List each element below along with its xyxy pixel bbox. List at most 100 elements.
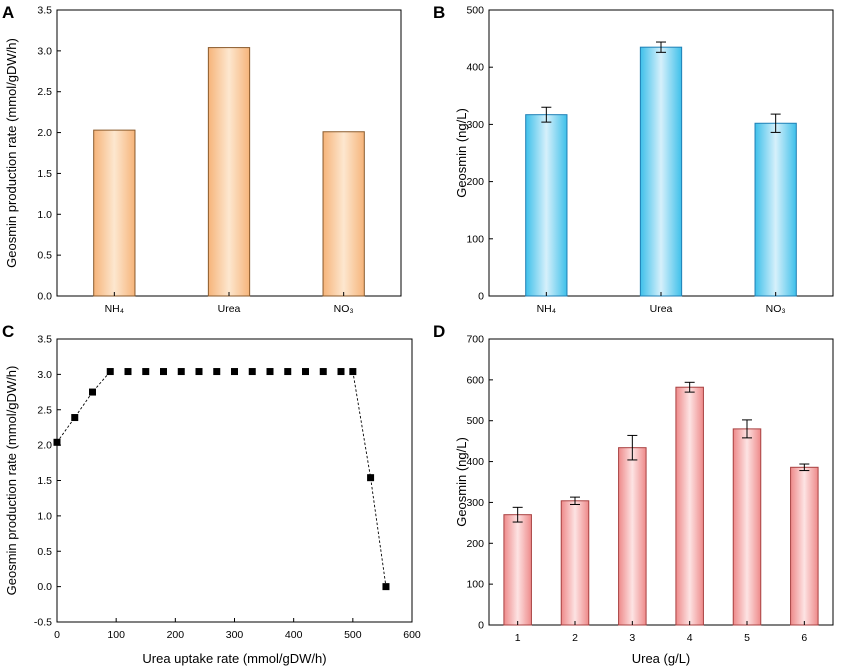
- y-tick-label: 2.5: [37, 86, 52, 98]
- y-tick-label: 400: [466, 62, 484, 74]
- bar: [618, 447, 647, 626]
- panel-label-d: D: [433, 322, 445, 341]
- plot-frame: [56, 338, 413, 623]
- y-tick-label: 300: [466, 119, 484, 131]
- data-point: [53, 438, 61, 446]
- x-tick-label: NH₄: [105, 303, 124, 315]
- y-tick-label: 400: [466, 456, 484, 468]
- data-point: [231, 368, 238, 376]
- x-tick-label: 3: [629, 632, 635, 644]
- bar: [790, 466, 819, 626]
- chart-b: 0 100 200 300 400 500 Geosmin (ng/L) NH₄ Urea NO₃: [454, 5, 834, 315]
- data-point: [71, 414, 79, 422]
- y-tick-label: 300: [466, 497, 484, 509]
- y-tick-label: 2.5: [37, 404, 52, 416]
- y-tick-label: 1.5: [37, 475, 52, 487]
- x-axis-label: Urea (g/L): [632, 651, 691, 666]
- panel-label-c: C: [2, 322, 14, 341]
- data-point: [349, 368, 357, 376]
- x-tick-label: 2: [572, 632, 578, 644]
- x-tick-label: Urea: [650, 303, 673, 315]
- panel-label-b: B: [433, 3, 445, 22]
- chart-c: -0.5 0.0 0.5 1.0 1.5 2.0 2.5 3.0 3.5 Geosmin prod…: [4, 334, 421, 667]
- chart-d: 0 100 200 300 400 500 600 700 Geosmin (ng/L) Urea…: [454, 334, 834, 666]
- bar: [322, 131, 365, 297]
- y-tick-label: 1.0: [37, 209, 52, 221]
- connector-line: [56, 371, 111, 443]
- x-tick-label: 0: [54, 629, 60, 641]
- data-point: [382, 583, 390, 591]
- bar: [754, 122, 797, 297]
- y-tick-label: 500: [466, 415, 484, 427]
- y-tick-label: 100: [466, 579, 484, 591]
- x-tick-label: 100: [107, 629, 125, 641]
- y-tick-label: 3.0: [37, 45, 52, 57]
- bar: [560, 500, 590, 626]
- y-tick-label: 0: [478, 620, 484, 632]
- x-axis-label: Urea uptake rate (mmol/gDW/h): [142, 651, 326, 666]
- y-tick-label: 0.0: [37, 291, 52, 303]
- x-tick-label: 300: [226, 629, 244, 641]
- y-tick-label: 2.0: [37, 440, 52, 452]
- data-point: [177, 368, 185, 376]
- y-tick-label: 0.5: [37, 546, 52, 558]
- y-tick-label: 200: [466, 176, 484, 188]
- y-tick-label: 700: [466, 334, 484, 346]
- panel-label-a: A: [2, 3, 14, 22]
- x-tick-label: NH₄: [537, 303, 556, 315]
- x-tick-label: NO₃: [334, 303, 354, 315]
- y-tick-label: 1.0: [37, 510, 52, 522]
- chart-a: 0.0 0.5 1.0 1.5 2.0 2.5 3.0 3.5 Geosmin producti…: [4, 5, 402, 315]
- y-tick-label: 200: [466, 538, 484, 550]
- y-axis-label: Geosmin production rate (mmol/gDW/h): [4, 38, 19, 268]
- data-point: [106, 368, 114, 376]
- x-tick-label: 600: [403, 629, 421, 641]
- y-tick-label: 3.5: [37, 5, 52, 17]
- bar: [525, 114, 568, 297]
- y-tick-label: 1.5: [37, 168, 52, 180]
- y-tick-label: 3.0: [37, 369, 52, 381]
- data-point: [367, 474, 375, 482]
- data-point: [337, 368, 345, 376]
- data-point: [195, 368, 203, 376]
- x-tick-label: 4: [687, 632, 693, 644]
- x-tick-label: NO₃: [766, 303, 786, 315]
- data-point: [124, 368, 132, 376]
- y-tick-label: 600: [466, 374, 484, 386]
- y-tick-label: 0: [478, 291, 484, 303]
- x-tick-label: 200: [167, 629, 185, 641]
- data-point: [266, 368, 274, 376]
- data-point: [319, 368, 327, 376]
- x-tick-label: 6: [801, 632, 807, 644]
- x-tick-label: Urea: [218, 303, 241, 315]
- x-tick-label: 5: [744, 632, 750, 644]
- y-axis-label: Geosmin (ng/L): [454, 437, 469, 527]
- bar: [93, 129, 136, 297]
- y-tick-label: 100: [466, 233, 484, 245]
- data-point: [89, 388, 96, 396]
- bar: [732, 428, 762, 626]
- bar: [207, 47, 251, 297]
- data-point: [302, 368, 309, 376]
- y-tick-label: 3.5: [37, 334, 52, 346]
- y-tick-label: 0.0: [37, 581, 52, 593]
- x-tick-label: 500: [344, 629, 362, 641]
- data-point: [160, 368, 167, 376]
- bar: [639, 46, 683, 297]
- plot-frame: [488, 338, 834, 626]
- data-point: [213, 368, 221, 376]
- data-point: [142, 368, 150, 376]
- y-tick-label: 500: [466, 5, 484, 17]
- y-tick-label: -0.5: [34, 617, 52, 629]
- bar: [675, 386, 704, 626]
- data-point: [248, 368, 256, 376]
- x-tick-label: 1: [515, 632, 521, 644]
- connector-line: [352, 371, 387, 587]
- y-tick-label: 0.5: [37, 250, 52, 262]
- y-axis-label: Geosmin production rate (mmol/gDW/h): [4, 366, 19, 596]
- data-point: [284, 368, 292, 376]
- y-axis-label: Geosmin (ng/L): [454, 108, 469, 198]
- y-tick-label: 2.0: [37, 127, 52, 139]
- bar: [503, 514, 532, 626]
